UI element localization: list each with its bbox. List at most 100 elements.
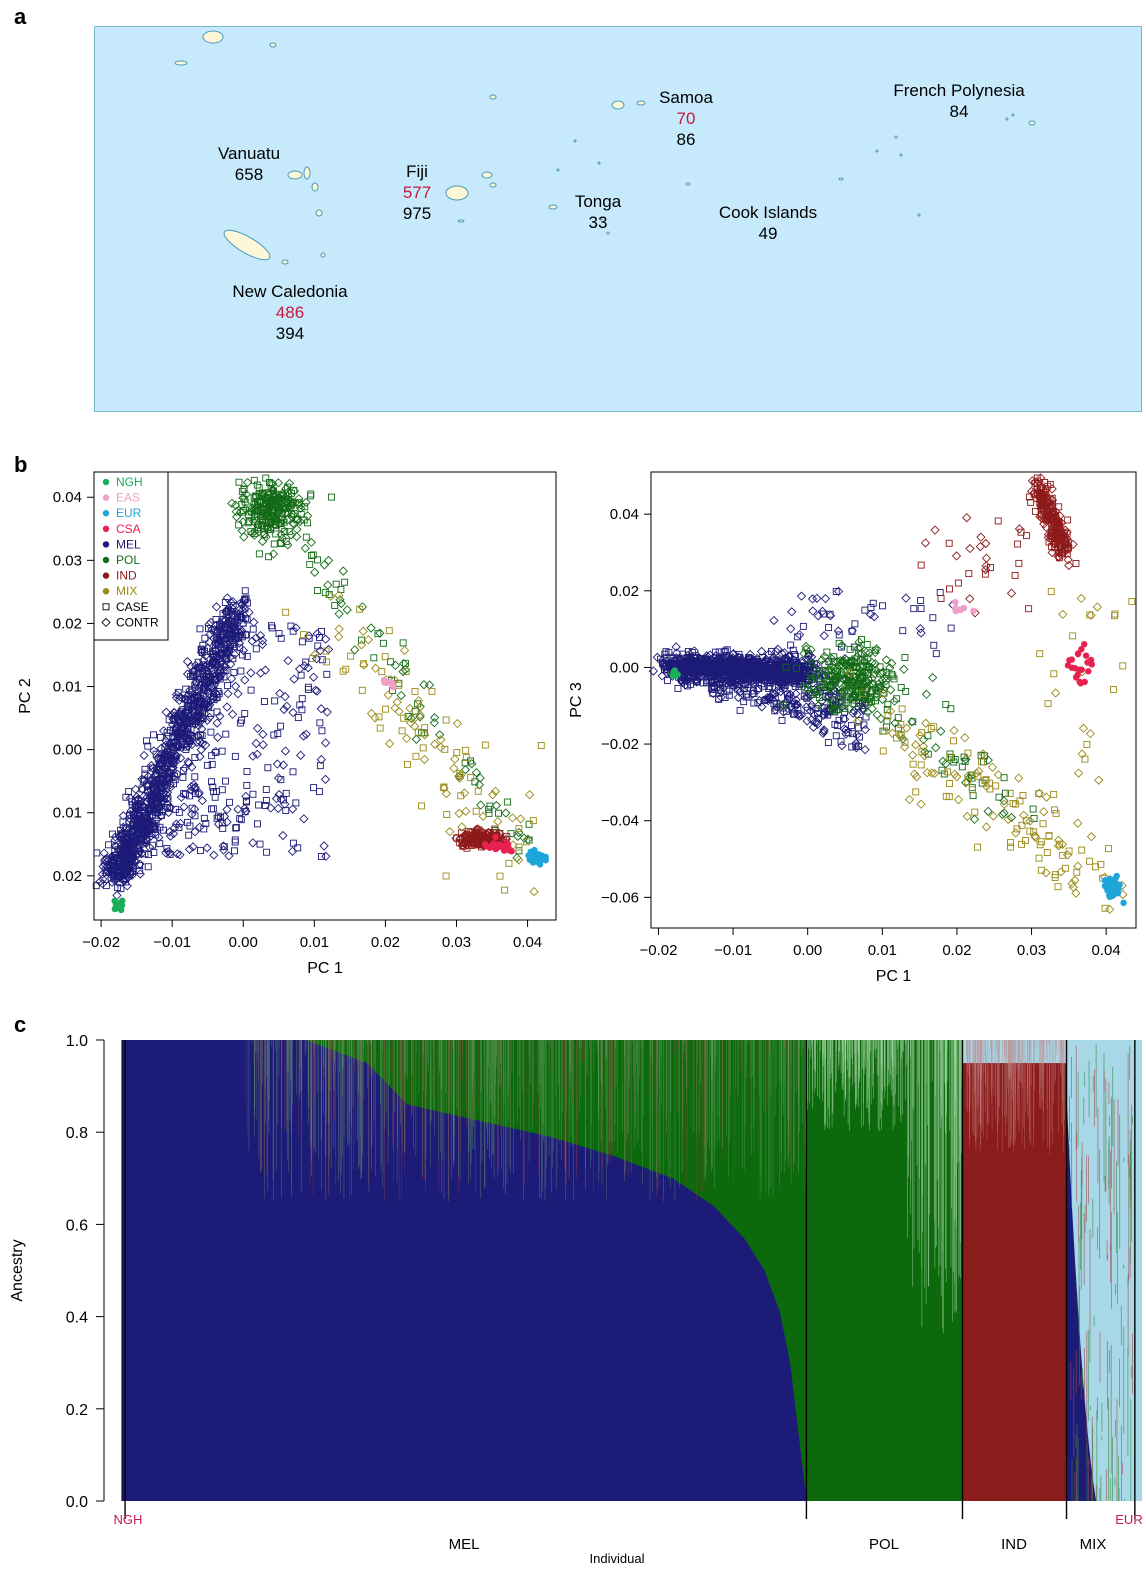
point-mix bbox=[402, 733, 412, 744]
point-ind bbox=[481, 836, 492, 846]
point-mel bbox=[728, 648, 739, 659]
point-mel bbox=[695, 658, 705, 668]
legend-label: MEL bbox=[116, 537, 141, 551]
point-pol bbox=[254, 527, 264, 537]
legend-label: POL bbox=[116, 553, 140, 567]
point-pol bbox=[946, 750, 954, 758]
point-mel bbox=[134, 799, 145, 809]
point-mel bbox=[244, 607, 254, 617]
point-mel bbox=[714, 652, 724, 662]
point-pol bbox=[357, 602, 368, 612]
point-ind bbox=[1038, 494, 1048, 504]
point-mel bbox=[135, 841, 143, 849]
point-mel bbox=[751, 667, 759, 675]
point-mel bbox=[141, 834, 151, 844]
point-ind bbox=[1006, 588, 1017, 598]
point-mel bbox=[137, 817, 147, 827]
point-mix bbox=[1052, 809, 1060, 817]
point-mel bbox=[180, 732, 190, 742]
point-mix bbox=[1065, 847, 1073, 855]
point-ind bbox=[463, 844, 471, 852]
point-mel bbox=[758, 665, 768, 676]
point-mel bbox=[223, 645, 234, 655]
point-pol bbox=[958, 763, 966, 771]
point-mix bbox=[1038, 838, 1046, 846]
point-pol bbox=[262, 508, 272, 519]
point-ind bbox=[965, 570, 973, 578]
point-pol bbox=[297, 510, 305, 518]
point-mel bbox=[178, 722, 189, 733]
point-mel bbox=[202, 670, 210, 678]
point-mel bbox=[110, 876, 120, 886]
point-mel bbox=[159, 750, 170, 760]
point-pol bbox=[867, 673, 877, 683]
point-pol bbox=[851, 687, 859, 695]
point-mel bbox=[135, 850, 143, 858]
point-mel bbox=[687, 665, 697, 675]
point-mel bbox=[711, 650, 721, 661]
point-mel bbox=[170, 743, 178, 751]
point-pol bbox=[276, 495, 284, 503]
point-mel bbox=[206, 674, 214, 682]
point-mel bbox=[188, 713, 198, 723]
point-mix bbox=[1105, 845, 1112, 853]
point-ind bbox=[976, 532, 986, 542]
point-mel bbox=[289, 627, 297, 635]
point-mix bbox=[421, 724, 429, 732]
point-mel bbox=[688, 664, 698, 674]
point-mel bbox=[684, 654, 692, 662]
point-eur bbox=[1114, 884, 1122, 892]
point-ind bbox=[482, 833, 492, 843]
point-mel bbox=[742, 674, 750, 682]
point-mel bbox=[855, 716, 863, 724]
point-mel bbox=[193, 668, 203, 679]
point-mel bbox=[768, 673, 776, 681]
point-mel bbox=[726, 654, 736, 664]
point-pol bbox=[309, 551, 317, 559]
point-mel bbox=[124, 845, 134, 856]
point-mel bbox=[828, 699, 838, 709]
point-mel bbox=[211, 658, 222, 668]
point-mix bbox=[452, 718, 463, 729]
point-mel bbox=[109, 860, 119, 871]
point-mix bbox=[457, 792, 465, 800]
point-pol bbox=[261, 508, 272, 518]
point-mel bbox=[751, 674, 759, 682]
point-eur bbox=[528, 853, 536, 860]
point-ind bbox=[1062, 527, 1072, 537]
point-mix bbox=[1086, 857, 1094, 865]
point-mix bbox=[921, 718, 931, 728]
legend-diamond-icon bbox=[101, 617, 111, 628]
point-mel bbox=[219, 652, 230, 662]
point-mel bbox=[152, 814, 162, 824]
y-tick-label: 0.02 bbox=[53, 615, 82, 632]
point-mel bbox=[229, 620, 237, 628]
point-pol bbox=[237, 526, 247, 536]
point-mel bbox=[131, 784, 141, 794]
point-mel bbox=[698, 655, 706, 663]
point-mel bbox=[821, 710, 829, 718]
point-ind bbox=[1059, 538, 1069, 549]
point-mel bbox=[169, 707, 179, 718]
point-eur bbox=[1109, 888, 1116, 895]
point-mix bbox=[987, 762, 998, 772]
point-pol bbox=[848, 656, 856, 664]
point-pol bbox=[834, 672, 842, 680]
point-eur bbox=[542, 853, 549, 861]
point-mel bbox=[799, 679, 807, 687]
point-mel bbox=[226, 643, 234, 651]
point-mel bbox=[831, 700, 839, 708]
point-pol bbox=[267, 484, 275, 492]
point-mel bbox=[119, 876, 129, 886]
point-mel bbox=[184, 725, 192, 733]
point-ind bbox=[490, 832, 500, 843]
point-ind bbox=[494, 833, 504, 844]
point-mel bbox=[793, 661, 801, 669]
point-pol bbox=[242, 477, 253, 488]
point-mel bbox=[164, 827, 175, 837]
island bbox=[838, 177, 844, 181]
point-mel bbox=[761, 654, 771, 664]
point-mel bbox=[242, 797, 250, 805]
point-mix bbox=[1041, 868, 1051, 878]
control-count: 86 bbox=[676, 130, 696, 149]
